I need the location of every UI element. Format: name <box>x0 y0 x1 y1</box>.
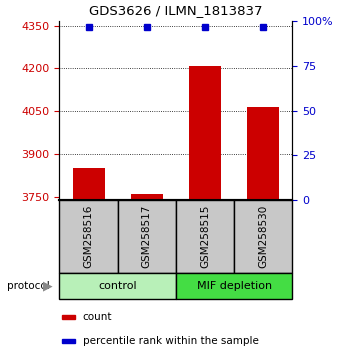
Bar <box>131 194 163 200</box>
Bar <box>62 315 75 319</box>
Text: GSM258517: GSM258517 <box>142 205 152 268</box>
Bar <box>234 200 292 273</box>
Text: GSM258515: GSM258515 <box>200 205 210 268</box>
Text: GSM258516: GSM258516 <box>84 205 94 268</box>
Text: control: control <box>98 281 137 291</box>
Bar <box>118 200 176 273</box>
Text: MIF depletion: MIF depletion <box>197 281 272 291</box>
Bar <box>59 200 118 273</box>
Text: ▶: ▶ <box>42 279 52 292</box>
Bar <box>73 168 105 200</box>
Bar <box>247 107 279 200</box>
Title: GDS3626 / ILMN_1813837: GDS3626 / ILMN_1813837 <box>89 4 263 17</box>
Bar <box>189 67 221 200</box>
Text: percentile rank within the sample: percentile rank within the sample <box>83 336 259 346</box>
Bar <box>176 200 234 273</box>
Text: protocol: protocol <box>7 281 50 291</box>
Bar <box>176 273 292 299</box>
Bar <box>62 339 75 343</box>
Text: count: count <box>83 312 112 322</box>
Text: GSM258530: GSM258530 <box>258 205 268 268</box>
Bar <box>59 273 176 299</box>
